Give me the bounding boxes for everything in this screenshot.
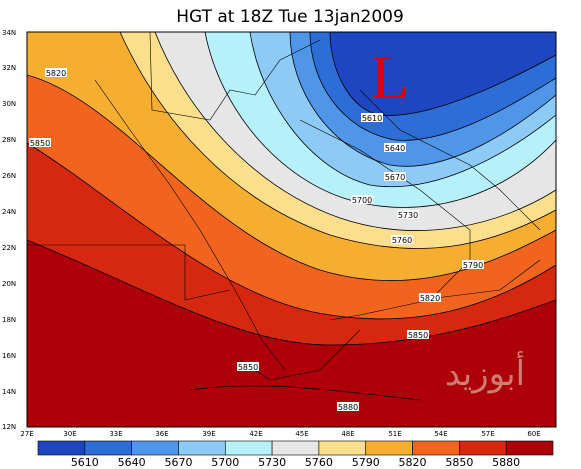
colorbar-box: [459, 440, 507, 456]
contour-label-bg: [384, 143, 406, 152]
lon-label: 42E: [249, 430, 262, 438]
map-area: L أبوزيد 5820 5850 5610 5640 5670 5700 5730 576…: [27, 32, 556, 427]
colorbar-label: 5760: [305, 456, 333, 469]
colorbar-label: 5820: [399, 456, 427, 469]
contour-label-bg: [351, 195, 373, 204]
colorbar-label: 5700: [211, 456, 239, 469]
lon-label: 27E: [20, 430, 33, 438]
contour-label: 5820: [420, 294, 440, 303]
contour-label-bg: [397, 210, 419, 219]
map-frame: [26, 31, 557, 428]
contour-label: 5850: [30, 139, 50, 148]
lat-label: 30N: [2, 100, 16, 108]
borders: [27, 32, 541, 381]
colorbar-box: [178, 440, 226, 456]
contour-label-bg: [29, 138, 51, 147]
lat-label: 20N: [2, 280, 16, 288]
contour-label: 5610: [362, 114, 382, 123]
colorbar-box: [505, 440, 554, 456]
low-marker: L: [371, 44, 409, 112]
colorbar-box: [271, 440, 320, 456]
contour-label-bg: [384, 172, 406, 181]
lon-label: 30E: [63, 430, 76, 438]
contour-label: 5760: [392, 236, 412, 245]
colorbar-label: 5610: [71, 456, 99, 469]
lon-label: 33E: [109, 430, 122, 438]
lon-label: 48E: [341, 430, 354, 438]
watermark: أبوزيد: [445, 351, 525, 394]
lon-label: 51E: [388, 430, 401, 438]
contour-label: 5880: [338, 403, 358, 412]
lon-label: 36E: [155, 430, 168, 438]
colorbar-box: [365, 440, 413, 456]
lon-label: 54E: [434, 430, 447, 438]
contour-label-bg: [45, 68, 67, 77]
lat-label: 16N: [2, 352, 16, 360]
lon-label: 60E: [527, 430, 540, 438]
contour-label-bg: [419, 293, 441, 302]
lat-label: 14N: [2, 388, 16, 396]
title: HGT at 18Z Tue 13jan2009: [176, 7, 404, 27]
lat-label: 18N: [2, 316, 16, 324]
colorbar-box: [37, 440, 86, 456]
contour-label: 5670: [385, 173, 405, 182]
colorbar: 5610 5640 5670 5700 5730 5760 5790 5820 5850 5880: [37, 440, 554, 469]
lat-label: 32N: [2, 64, 16, 72]
contour-label: 5850: [408, 331, 428, 340]
lat-label: 22N: [2, 244, 16, 252]
band-fill: [330, 32, 556, 116]
contour-label: 5730: [398, 211, 418, 220]
contour-label-bg: [237, 362, 259, 371]
contour-label: 5850: [238, 363, 258, 372]
lon-label: 57E: [481, 430, 494, 438]
lat-label: 34N: [2, 29, 16, 37]
lon-label: 39E: [202, 430, 215, 438]
contour-label: 5640: [385, 144, 405, 153]
lon-label: 45E: [295, 430, 308, 438]
colorbar-label: 5670: [164, 456, 192, 469]
lat-label: 12N: [2, 423, 16, 431]
lat-label: 24N: [2, 208, 16, 216]
contour-label-bg: [337, 402, 359, 411]
colorbar-label: 5880: [492, 456, 520, 469]
colorbar-box: [131, 440, 179, 456]
axes: 34N 32N 30N 28N 26N 24N 22N 20N 18N 16N 14N 12N 27E 3…: [2, 29, 541, 438]
contour-label-bg: [391, 235, 413, 244]
colorbar-box: [412, 440, 460, 456]
contour-label: 5700: [352, 196, 372, 205]
contour-label: 5790: [463, 261, 483, 270]
contour-label-bg: [407, 330, 429, 339]
colorbar-box: [224, 440, 273, 456]
colorbar-label: 5730: [258, 456, 286, 469]
colorbar-label: 5850: [445, 456, 473, 469]
lat-label: 26N: [2, 172, 16, 180]
contour-label: 5820: [46, 69, 66, 78]
colorbar-box: [84, 440, 132, 456]
colorbar-box: [318, 440, 367, 456]
contour-label-bg: [361, 113, 383, 122]
contour-lines: [27, 32, 556, 401]
contour-label-bg: [462, 260, 484, 269]
colorbar-label: 5640: [118, 456, 146, 469]
colorbar-label: 5790: [352, 456, 380, 469]
lat-label: 28N: [2, 136, 16, 144]
